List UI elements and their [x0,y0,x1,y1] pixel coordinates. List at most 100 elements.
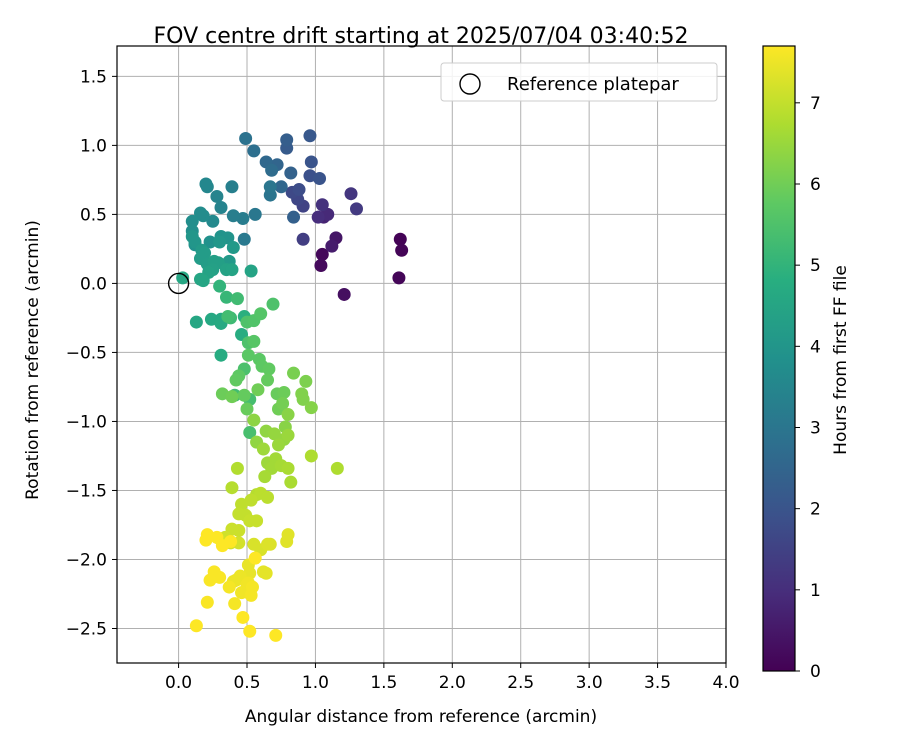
y-tick-label: −1.0 [66,412,107,432]
scatter-point [203,235,217,249]
scatter-point [214,200,228,214]
scatter-point [221,310,235,324]
scatter-point [267,427,281,441]
scatter-point [189,315,203,329]
y-tick-label: 0.5 [80,205,107,225]
scatter-point [392,271,406,285]
chart-title: FOV centre drift starting at 2025/07/04 … [154,24,689,49]
scatter-point [280,133,294,147]
x-tick-label: 0.0 [165,673,192,693]
scatter-point [287,366,301,380]
reference-marker-layer [167,272,190,295]
scatter-point [299,374,313,388]
scatter-point [196,274,210,288]
scatter-point [284,166,298,180]
x-tick-label: 2.5 [507,673,534,693]
scatter-point [292,183,306,197]
scatter-point [315,247,329,261]
scatter-point [256,442,270,456]
colorbar: 0 1 2 3 4 5 6 7 Hours from first FF file [762,45,851,682]
scatter-point [232,507,246,521]
legend-label-reference-platepar: Reference platepar [507,74,679,95]
scatter-point [185,214,199,228]
scatter-point [248,207,262,221]
scatter-point [239,131,253,145]
scatter-point [206,214,220,228]
scatter-point [243,624,257,638]
legend-open-circle-marker [459,73,481,95]
scatter-point [222,580,236,594]
scatter-point [225,390,239,404]
scatter-point [304,155,318,169]
y-tick-label: −0.5 [66,343,107,363]
scatter-point [225,481,239,495]
scatter-point [263,180,277,194]
scatter-point [247,144,261,158]
plot-area-frame [116,45,727,664]
scatter-point [296,392,310,406]
scatter-point [311,210,325,224]
scatter-point [395,243,409,257]
scatter-point [247,334,261,348]
scatter-point [237,388,251,402]
scatter-point [214,348,228,362]
scatter-point [344,187,358,201]
scatter-point [315,198,329,212]
scatter-point [241,348,255,362]
scatter-point [224,535,238,549]
scatter-point [225,180,239,194]
y-tick-label: −1.5 [66,481,107,501]
legend-box [440,62,718,102]
scatter-point [271,438,285,452]
scatter-point [251,383,265,397]
scatter-point [240,402,254,416]
scatter-point [304,449,318,463]
x-tick-label: 1.5 [370,673,397,693]
y-tick-label: −2.5 [66,619,107,639]
y-axis-label: Rotation from reference (arcmin) [23,220,43,500]
scatter-point [284,475,298,489]
scatter-point [229,373,243,387]
scatter-point [189,619,203,633]
colorbar-gradient [762,45,796,672]
data-points [176,129,409,642]
y-tick-label: −2.0 [66,550,107,570]
scatter-point [303,129,317,143]
colorbar-tick-label: 1 [810,581,821,601]
scatter-point [337,287,351,301]
x-tick-label: 2.0 [439,673,466,693]
scatter-point [230,292,244,306]
scatter-point [193,206,207,220]
scatter-point [244,264,258,278]
scatter-point [248,551,262,565]
x-axis-ticks: 0.0 0.5 1.0 1.5 2.0 2.5 3.0 3.5 4.0 [165,663,740,693]
scatter-point [263,537,277,551]
y-tick-label: 1.5 [80,67,107,87]
x-tick-label: 3.5 [644,673,671,693]
scatter-point [276,397,290,411]
scatter-point [213,279,227,293]
scatter-point [176,271,190,285]
scatter-point [213,235,227,249]
scatter-point [349,202,363,216]
scatter-point [237,232,251,246]
scatter-point [230,461,244,475]
scatter-point [265,163,279,177]
legend: Reference platepar [440,62,718,102]
scatter-point [287,210,301,224]
scatter-point [277,385,291,399]
scatter-point [200,595,214,609]
scatter-point [236,610,250,624]
colorbar-tick-label: 7 [810,94,821,114]
scatter-point [274,180,288,194]
x-tick-label: 4.0 [712,673,739,693]
scatter-point [250,514,264,528]
scatter-point [259,566,273,580]
scatter-point [330,461,344,475]
scatter-point [280,535,294,549]
scatter-point [266,297,280,311]
reference-platepar-marker [167,272,190,295]
colorbar-tick-label: 5 [810,256,821,276]
y-axis-ticks: 1.5 1.0 0.5 0.0 −0.5 −1.0 −1.5 −2.0 −2.5 [66,67,117,639]
